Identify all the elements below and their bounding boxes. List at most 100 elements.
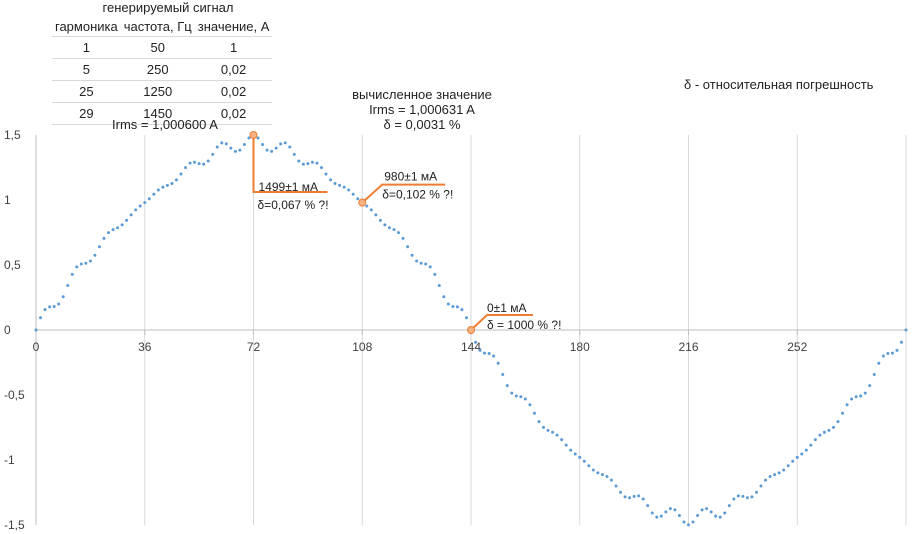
x-tick-label: 36 — [138, 340, 152, 354]
cell-frequency: 1450 — [120, 102, 195, 125]
data-point — [646, 504, 650, 508]
data-point — [759, 484, 763, 488]
data-point — [229, 146, 233, 150]
data-point — [43, 308, 47, 312]
data-point — [587, 464, 591, 468]
data-point — [369, 208, 373, 212]
data-point — [57, 302, 61, 306]
data-point — [886, 352, 890, 356]
data-point — [279, 142, 283, 146]
data-point — [709, 510, 713, 514]
data-point — [301, 162, 305, 166]
data-point — [532, 411, 536, 415]
calculated-irms: Irms = 1,000631 A — [369, 102, 475, 117]
data-point — [174, 178, 178, 182]
data-point — [800, 452, 804, 456]
data-point — [419, 261, 423, 265]
data-point — [591, 468, 595, 472]
cell-frequency: 1250 — [120, 80, 195, 103]
callout-delta-label: δ = 1000 % ?! — [487, 318, 561, 332]
data-point — [859, 394, 863, 398]
data-point — [777, 471, 781, 475]
cell-harmonic: 1 — [52, 36, 121, 59]
callout-leader-line — [361, 183, 446, 204]
data-point — [392, 228, 396, 232]
data-point — [668, 507, 672, 511]
callout-leader-line — [470, 314, 533, 331]
data-point — [138, 204, 142, 208]
data-point — [156, 188, 160, 192]
data-point — [528, 403, 532, 407]
data-point — [845, 403, 849, 407]
data-point — [310, 160, 314, 164]
data-point — [813, 438, 817, 442]
data-point — [460, 308, 464, 312]
header-harmonic: гармоника — [52, 16, 121, 37]
data-point — [659, 514, 663, 518]
data-point — [88, 259, 92, 263]
calculated-delta: δ = 0,0031 % — [383, 117, 461, 132]
y-tick-label: 1,5 — [4, 128, 21, 142]
data-point — [578, 455, 582, 459]
data-point — [188, 161, 192, 165]
data-point — [673, 508, 677, 512]
y-tick-label: 1 — [4, 193, 11, 207]
data-point — [551, 430, 555, 434]
data-point — [347, 188, 351, 192]
data-point — [754, 490, 758, 494]
data-point — [596, 471, 600, 475]
data-point — [297, 159, 301, 163]
data-point — [378, 218, 382, 222]
data-point — [464, 316, 468, 320]
data-point — [120, 223, 124, 227]
data-point — [84, 261, 88, 265]
data-point — [890, 351, 894, 355]
table-row: 29 1450 0,02 — [52, 102, 273, 125]
data-point — [609, 478, 613, 482]
data-point — [220, 141, 224, 145]
cell-harmonic: 29 — [52, 102, 121, 125]
data-point — [705, 507, 709, 511]
data-point — [315, 161, 319, 165]
data-point — [184, 166, 188, 170]
data-point — [605, 474, 609, 478]
data-point — [48, 305, 52, 309]
data-point — [428, 265, 432, 269]
data-point — [637, 494, 641, 498]
x-tick-label: 108 — [352, 340, 372, 354]
data-point — [514, 394, 518, 398]
callout-leader-line — [252, 135, 328, 193]
data-point — [102, 236, 106, 240]
data-point — [682, 520, 686, 524]
data-point — [850, 397, 854, 401]
data-point — [854, 395, 858, 399]
data-point — [179, 172, 183, 176]
data-point — [727, 504, 731, 508]
data-point — [79, 262, 83, 266]
x-tick-label: 252 — [787, 340, 807, 354]
data-point — [537, 420, 541, 424]
data-point — [247, 136, 251, 140]
data-point — [238, 148, 242, 152]
x-tick-label: 72 — [247, 340, 261, 354]
data-point — [197, 162, 201, 166]
data-point — [351, 192, 355, 196]
data-point — [691, 520, 695, 524]
data-point — [147, 197, 151, 201]
data-point — [97, 245, 101, 249]
data-point — [451, 304, 455, 308]
data-point — [555, 433, 559, 437]
data-point — [750, 495, 754, 499]
data-point — [714, 514, 718, 518]
data-point — [202, 162, 206, 166]
data-point — [224, 142, 228, 146]
header-value: значение, А — [194, 16, 273, 37]
calculated-value-block: вычисленное значение Irms = 1,000631 A δ… — [342, 87, 502, 132]
calculated-title: вычисленное значение — [352, 87, 492, 102]
data-point — [39, 316, 43, 320]
data-point — [650, 511, 654, 515]
data-point — [387, 226, 391, 230]
y-tick-label: -1,5 — [4, 518, 25, 532]
data-point — [319, 166, 323, 170]
data-point — [718, 515, 722, 519]
